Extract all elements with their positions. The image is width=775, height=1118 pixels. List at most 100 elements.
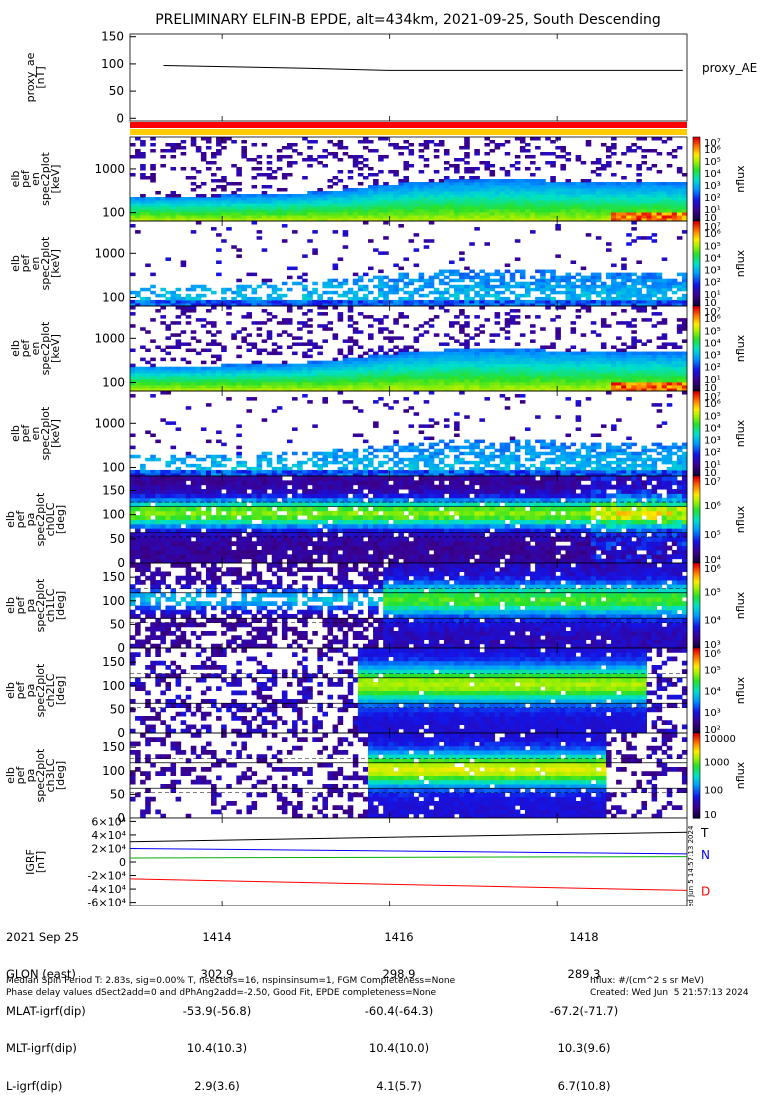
heatmap-cell [606, 188, 612, 192]
heatmap-cell [307, 300, 313, 304]
heatmap-cell [226, 227, 232, 231]
heatmap-cell [135, 291, 141, 295]
heatmap-cell [409, 370, 415, 374]
heatmap-cell [312, 194, 318, 198]
heatmap-cell [363, 440, 369, 444]
heatmap-cell [459, 376, 465, 380]
heatmap-cell [398, 191, 404, 195]
heatmap-cell [353, 367, 359, 371]
heatmap-cell [211, 188, 217, 192]
heatmap-cell [414, 279, 420, 283]
heatmap-cell [474, 446, 480, 450]
heatmap-cell [495, 285, 501, 289]
heatmap-cell [191, 288, 197, 292]
heatmap-cell [434, 203, 440, 207]
heatmap-cell [206, 379, 212, 383]
heatmap-cell [652, 209, 658, 213]
heatmap-cell [322, 285, 328, 289]
heatmap-cell [596, 197, 602, 201]
heatmap-cell [500, 355, 506, 359]
heatmap-cell [510, 188, 516, 192]
heatmap-cell [560, 458, 566, 462]
heatmap-cell [611, 345, 617, 349]
heatmap-cell [520, 394, 526, 398]
heatmap-cell [171, 297, 177, 301]
heatmap-cell [550, 288, 556, 292]
heatmap-cell [186, 464, 192, 468]
heatmap-cell [206, 342, 212, 346]
heatmap-cell [611, 370, 617, 374]
heatmap-cell [495, 206, 501, 210]
heatmap-cell [586, 185, 592, 189]
heatmap-cell [403, 291, 409, 295]
heatmap-cell [272, 382, 278, 386]
heatmap-cell [216, 248, 222, 252]
heatmap-cell [140, 206, 146, 210]
heatmap-cell [500, 449, 506, 453]
heatmap-cell [429, 370, 435, 374]
heatmap-cell [677, 297, 683, 301]
heatmap-cell [571, 385, 577, 389]
heatmap-cell [373, 373, 379, 377]
heatmap-cell [454, 179, 460, 183]
heatmap-cell [611, 312, 617, 316]
heatmap-cell [586, 370, 592, 374]
heatmap-cell [434, 364, 440, 368]
heatmap-cell [571, 367, 577, 371]
heatmap-cell [550, 273, 556, 277]
heatmap-cell [206, 137, 212, 141]
heatmap-cell [206, 370, 212, 374]
heatmap-cell [353, 279, 359, 283]
heatmap-cell [307, 339, 313, 343]
heatmap-cell [495, 185, 501, 189]
heatmap-cell [302, 194, 308, 198]
heatmap-cell [434, 464, 440, 468]
heatmap-cell [626, 324, 632, 328]
heatmap-cell [277, 215, 283, 219]
heatmap-cell [211, 209, 217, 213]
heatmap-cell [343, 455, 349, 459]
heatmap-cell [393, 400, 399, 404]
heatmap-cell [368, 461, 374, 465]
heatmap-cell [221, 146, 227, 150]
heatmap-cell [267, 376, 273, 380]
heatmap-cell [581, 291, 587, 295]
heatmap-cell [490, 191, 496, 195]
heatmap-cell [601, 288, 607, 292]
heatmap-cell [181, 461, 187, 465]
heatmap-cell [662, 140, 668, 144]
heatmap-cell [444, 464, 450, 468]
heatmap-cell [287, 161, 293, 165]
heatmap-cell [500, 470, 506, 474]
heatmap-cell [636, 385, 642, 389]
heatmap-cell [302, 385, 308, 389]
heatmap-cell [150, 364, 156, 368]
heatmap-cell [191, 137, 197, 141]
heatmap-cell [409, 149, 415, 153]
heatmap-cell [383, 212, 389, 216]
heatmap-cell [246, 215, 252, 219]
heatmap-cell [414, 379, 420, 383]
heatmap-cell [444, 342, 450, 346]
heatmap-cell [530, 382, 536, 386]
heatmap-cell [429, 358, 435, 362]
heatmap-cell [601, 206, 607, 210]
heatmap-cell [348, 470, 354, 474]
heatmap-cell [393, 364, 399, 368]
heatmap-cell [611, 215, 617, 219]
heatmap-cell [596, 361, 602, 365]
heatmap-cell [505, 461, 511, 465]
heatmap-cell [358, 373, 364, 377]
heatmap-cell [581, 382, 587, 386]
heatmap-cell [631, 318, 637, 322]
heatmap-cell [150, 382, 156, 386]
heatmap-cell [353, 188, 359, 192]
heatmap-cell [201, 197, 207, 201]
heatmap-cell [581, 182, 587, 186]
heatmap-cell [403, 364, 409, 368]
heatmap-cell [241, 376, 247, 380]
heatmap-cell [424, 294, 430, 298]
heatmap-cell [388, 355, 394, 359]
heatmap-cell [510, 382, 516, 386]
heatmap-cell [581, 206, 587, 210]
